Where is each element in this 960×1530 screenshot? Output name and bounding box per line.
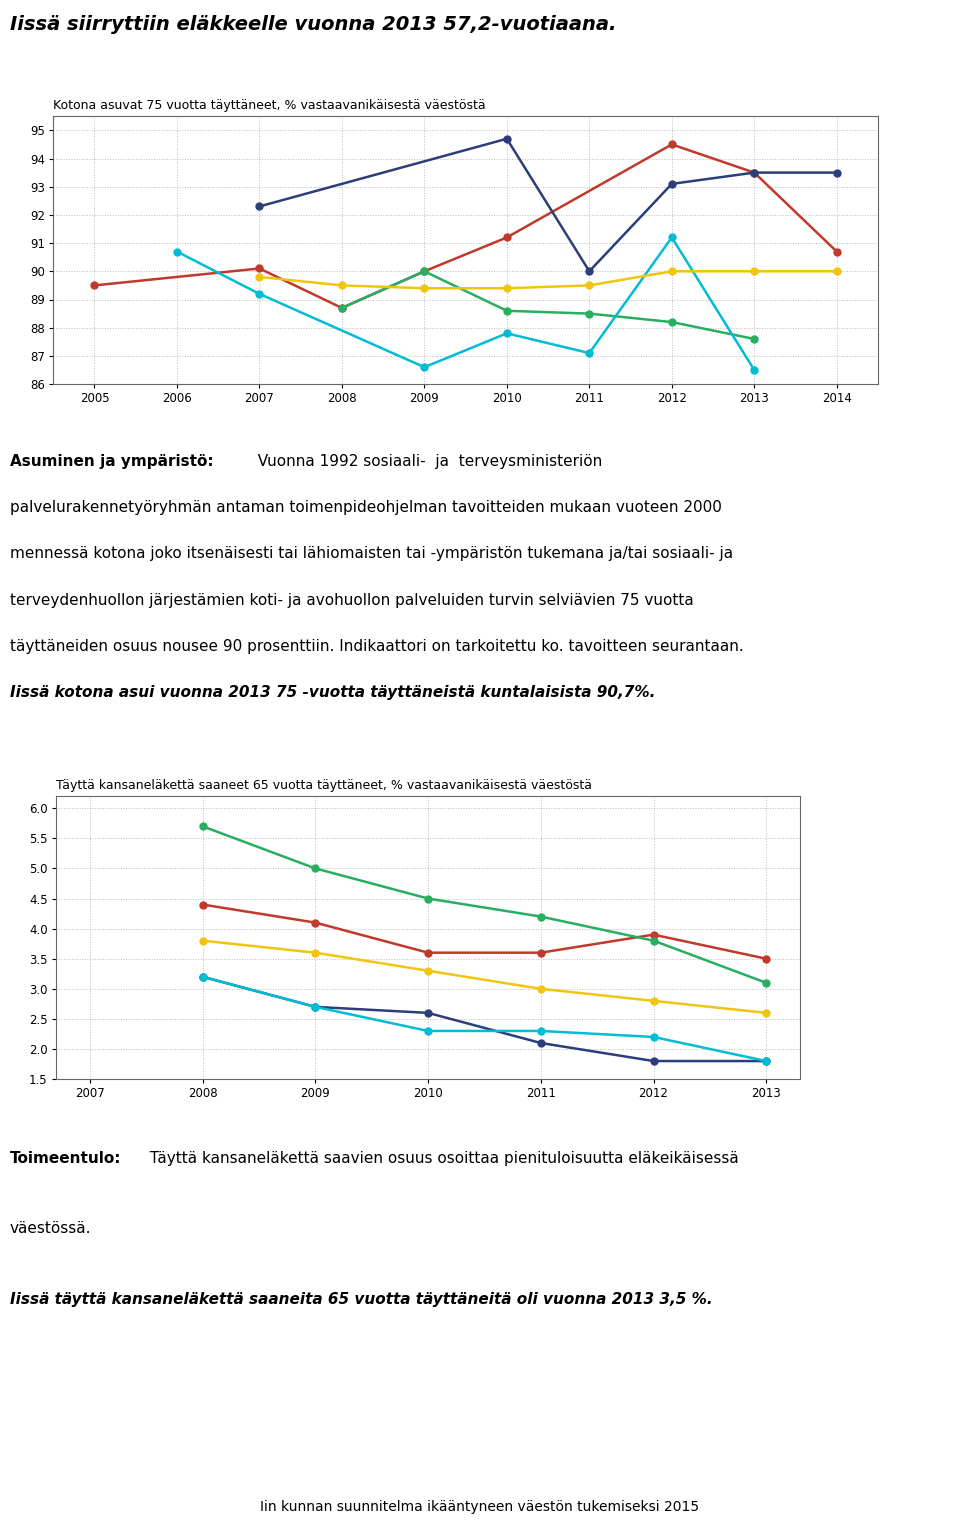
Text: palvelurakennetyöryhmän antaman toimenpideohjelman tavoitteiden mukaan vuoteen 2: palvelurakennetyöryhmän antaman toimenpi… bbox=[10, 500, 722, 516]
Text: terveydenhuollon järjestämien koti- ja avohuollon palveluiden turvin selviävien : terveydenhuollon järjestämien koti- ja a… bbox=[10, 592, 694, 607]
Text: mennessä kotona joko itsenäisesti tai lähiomaisten tai -ympäristön tukemana ja/t: mennessä kotona joko itsenäisesti tai lä… bbox=[10, 546, 733, 562]
Text: Vuonna 1992 sosiaali-  ja  terveysministeriön: Vuonna 1992 sosiaali- ja terveysminister… bbox=[248, 454, 602, 470]
Text: Toimeentulo:: Toimeentulo: bbox=[10, 1151, 122, 1166]
Text: Iin kunnan suunnitelma ikääntyneen väestön tukemiseksi 2015: Iin kunnan suunnitelma ikääntyneen väest… bbox=[260, 1501, 700, 1515]
Text: Iissä kotona asui vuonna 2013 75 -vuotta täyttäneistä kuntalaisista 90,7%.: Iissä kotona asui vuonna 2013 75 -vuotta… bbox=[10, 685, 656, 701]
Text: Kotona asuvat 75 vuotta täyttäneet, % vastaavanikäisestä väestöstä: Kotona asuvat 75 vuotta täyttäneet, % va… bbox=[53, 99, 486, 112]
Text: väestössä.: väestössä. bbox=[10, 1221, 91, 1236]
Text: Iissä siirryttiin eläkkeelle vuonna 2013 57,2-vuotiaana.: Iissä siirryttiin eläkkeelle vuonna 2013… bbox=[10, 14, 616, 34]
Text: Iissä täyttä kansaneläkettä saaneita 65 vuotta täyttäneitä oli vuonna 2013 3,5 %: Iissä täyttä kansaneläkettä saaneita 65 … bbox=[10, 1291, 712, 1307]
Text: Asuminen ja ympäristö:: Asuminen ja ympäristö: bbox=[10, 454, 214, 470]
Text: täyttäneiden osuus nousee 90 prosenttiin. Indikaattori on tarkoitettu ko. tavoit: täyttäneiden osuus nousee 90 prosenttiin… bbox=[10, 640, 744, 653]
Text: Täyttä kansaneläkettä saaneet 65 vuotta täyttäneet, % vastaavanikäisestä väestös: Täyttä kansaneläkettä saaneet 65 vuotta … bbox=[56, 779, 592, 793]
Text: Täyttä kansaneläkettä saavien osuus osoittaa pienituloisuutta eläkeikäisessä: Täyttä kansaneläkettä saavien osuus osoi… bbox=[140, 1151, 738, 1166]
